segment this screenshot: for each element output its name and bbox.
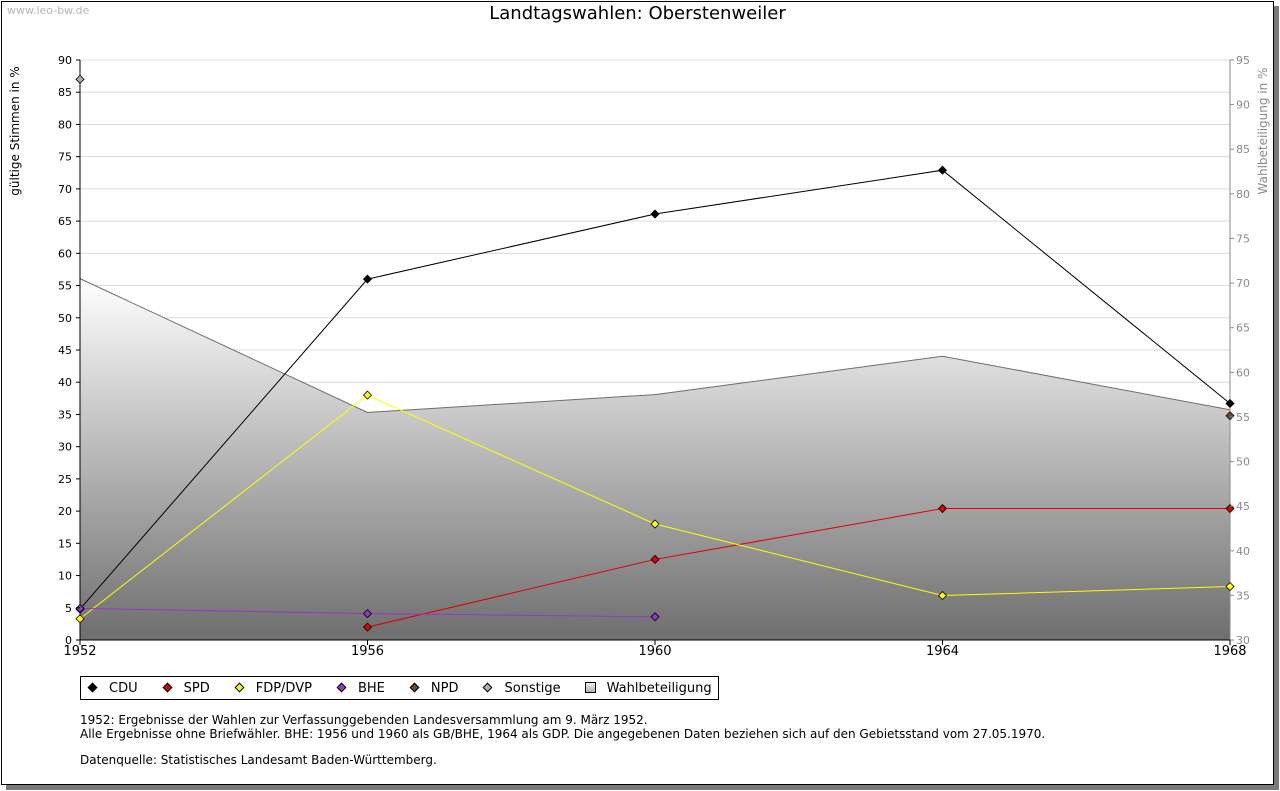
legend-label: BHE [357, 680, 385, 696]
source-note: Datenquelle: Statistisches Landesamt Bad… [80, 753, 437, 767]
legend-label: NPD [430, 680, 459, 696]
legend: CDU SPD FDP/DVP BHE NPD Sonstige Wahlbeteiligu… [80, 676, 719, 700]
legend-marker [407, 681, 423, 695]
legend-label: FDP/DVP [255, 680, 312, 696]
legend-label: Sonstige [504, 680, 561, 696]
y-tick-label: 25 [58, 473, 72, 486]
turnout-area [80, 278, 1230, 640]
y-tick-label: 30 [58, 441, 72, 454]
y-tick-label: 60 [58, 247, 72, 260]
y-tick-label: 75 [58, 151, 72, 164]
data-point-npd [1225, 411, 1235, 421]
data-point-fdp-dvp [75, 614, 85, 624]
data-point-cdu [362, 274, 373, 284]
y2-tick-label: 90 [1236, 99, 1250, 112]
y-tick-label: 15 [58, 537, 72, 550]
watermark: www.leo-bw.de [7, 4, 90, 17]
legend-marker [85, 681, 101, 695]
legend-marker [160, 681, 176, 695]
data-point-spd [362, 622, 373, 632]
data-point-fdp-dvp [650, 519, 660, 529]
data-point-bhe [362, 609, 373, 619]
y-tick-label: 70 [58, 183, 72, 196]
y2-tick-label: 65 [1236, 322, 1250, 335]
y-tick-label: 45 [58, 344, 72, 357]
legend-item-sonstige: Sonstige [480, 680, 561, 696]
y-tick-label: 5 [65, 602, 72, 615]
y-tick-label: 65 [58, 215, 72, 228]
data-point-bhe [650, 612, 660, 622]
data-point-spd [650, 554, 660, 565]
note-line-1: 1952: Ergebnisse der Wahlen zur Verfassu… [80, 713, 648, 727]
y2-tick-label: 45 [1236, 500, 1250, 513]
data-point-fdp-dvp [1225, 581, 1235, 592]
data-point-cdu [937, 165, 948, 175]
y-tick-label: 20 [58, 505, 72, 518]
y-tick-label: 80 [58, 118, 72, 131]
data-point-bhe [75, 603, 85, 613]
legend-item-spd: SPD [160, 681, 210, 696]
y2-tick-label: 55 [1236, 411, 1250, 424]
y-tick-label: 90 [58, 54, 72, 67]
data-point-cdu [1225, 398, 1235, 409]
legend-item-bhe: BHE [334, 681, 385, 696]
y2-tick-label: 30 [1236, 634, 1250, 647]
notes: 1952: Ergebnisse der Wahlen zur Verfassu… [80, 713, 1045, 767]
y2-tick-label: 50 [1236, 456, 1250, 469]
legend-marker [480, 681, 496, 695]
legend-label: SPD [183, 680, 210, 696]
legend-label: CDU [109, 680, 138, 696]
y-tick-label: 0 [65, 634, 72, 647]
legend-item-wahlbeteiligung: Wahlbeteiligung [583, 681, 712, 696]
legend-marker [334, 681, 350, 695]
turnout-area-outline [79, 278, 1231, 413]
y-tick-label: 10 [58, 570, 72, 583]
y-tick-label: 50 [58, 312, 72, 325]
y-tick-label: 40 [58, 376, 72, 389]
legend-marker [583, 681, 599, 695]
y2-tick-label: 70 [1236, 277, 1250, 290]
y2-tick-label: 80 [1236, 188, 1250, 201]
y2-tick-label: 60 [1236, 366, 1250, 379]
data-point-fdp-dvp [937, 590, 948, 601]
x-tick-label: 1968 [1213, 644, 1246, 659]
y-tick-label: 35 [58, 408, 72, 421]
legend-item-npd: NPD [407, 680, 459, 696]
chart-title: Landtagswahlen: Oberstenweiler [489, 3, 786, 24]
legend-item-fdp-dvp: FDP/DVP [232, 681, 312, 696]
y-tick-label: 55 [58, 280, 72, 293]
x-tick-label: 1964 [926, 644, 959, 659]
legend-label: Wahlbeteiligung [606, 680, 712, 696]
y2-tick-label: 95 [1236, 54, 1250, 67]
note-line-2: Alle Ergebnisse ohne Briefwähler. BHE: 1… [80, 727, 1046, 741]
x-tick-label: 1952 [63, 644, 96, 659]
data-point-spd [937, 503, 948, 514]
y2-tick-label: 75 [1236, 232, 1250, 245]
legend-item-cdu: CDU [85, 681, 138, 696]
x-tick-label: 1956 [351, 644, 384, 659]
y2-tick-label: 35 [1236, 589, 1250, 602]
data-point-sonstige [75, 74, 85, 84]
y2-tick-label: 40 [1236, 545, 1250, 558]
data-point-fdp-dvp [362, 390, 373, 400]
series-line-spd [367, 508, 1230, 628]
y2-tick-label: 85 [1236, 143, 1250, 156]
legend-marker [232, 681, 248, 695]
x-tick-label: 1960 [638, 644, 671, 659]
y-tick-label: 85 [58, 86, 72, 99]
data-point-cdu [650, 209, 660, 219]
